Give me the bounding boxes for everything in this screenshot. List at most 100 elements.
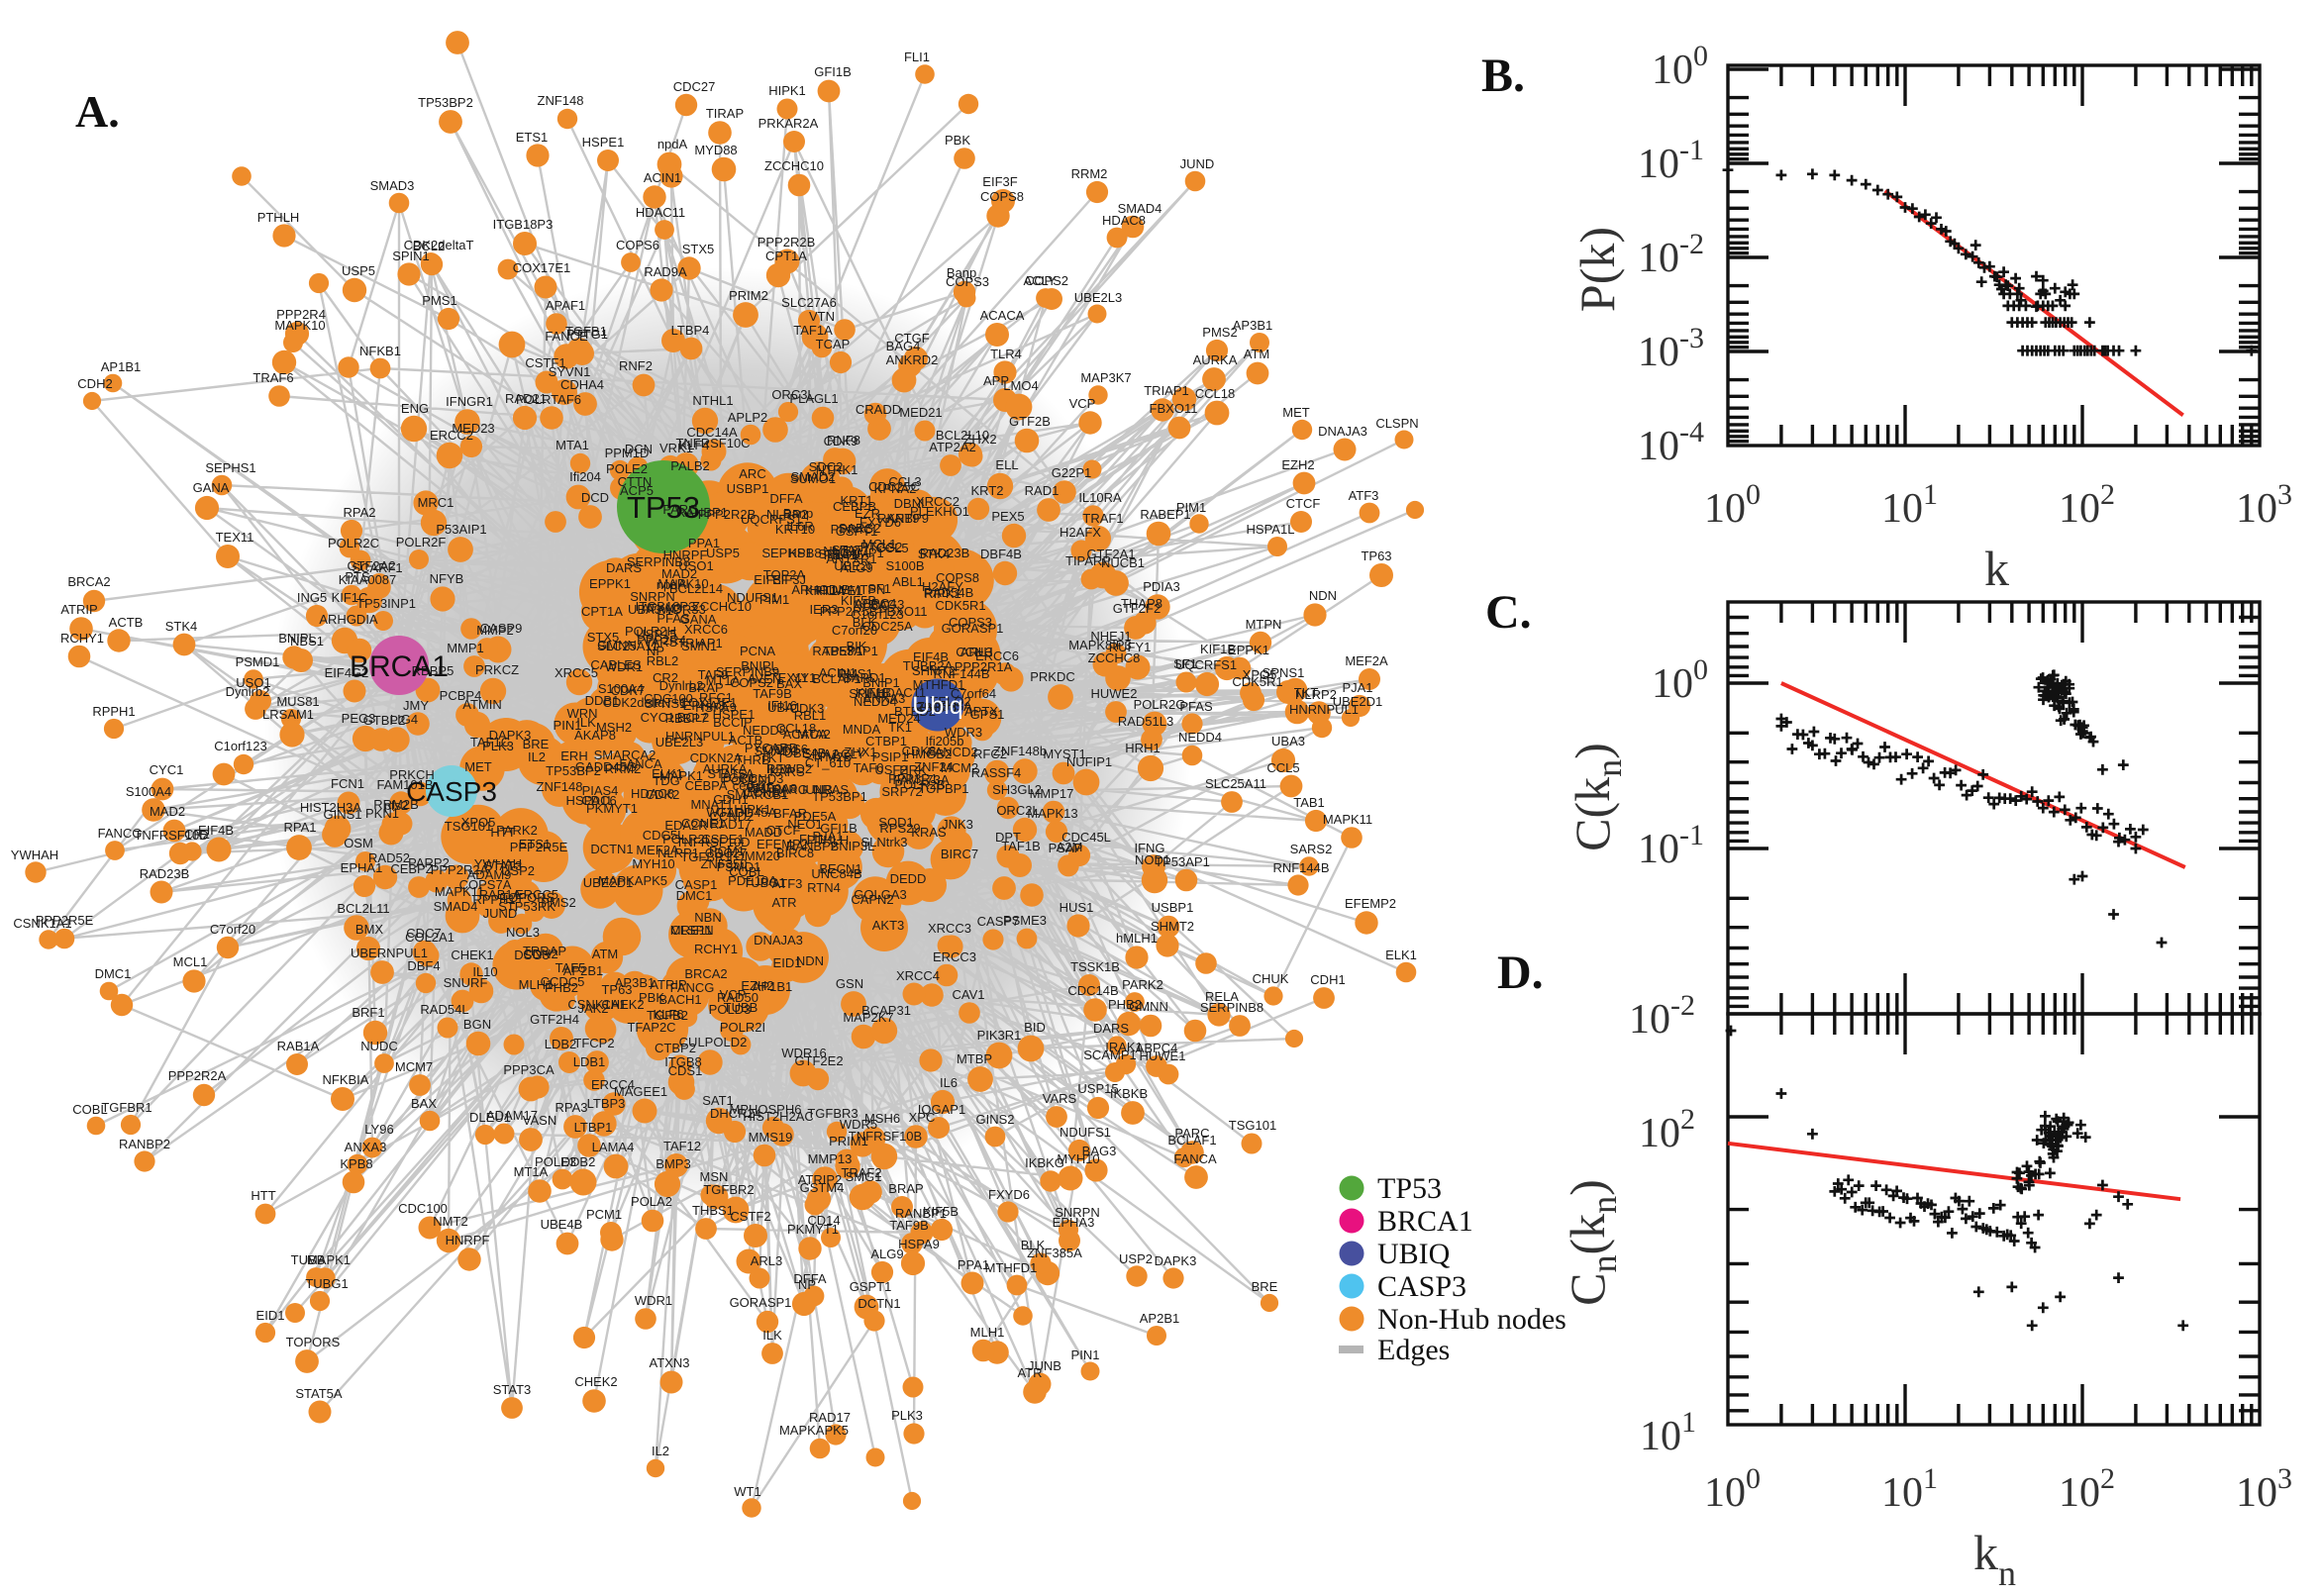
svg-text:HUS1: HUS1 xyxy=(1060,900,1094,915)
svg-text:SLC25A11: SLC25A11 xyxy=(1205,776,1266,791)
svg-text:MTHFD1: MTHFD1 xyxy=(913,677,965,692)
svg-text:PDE10A: PDE10A xyxy=(728,873,777,888)
svg-text:COPS3: COPS3 xyxy=(946,274,989,289)
svg-text:CDK2: CDK2 xyxy=(646,787,680,802)
svg-text:Banp: Banp xyxy=(783,506,813,521)
svg-text:DARS: DARS xyxy=(606,560,642,575)
svg-text:k: k xyxy=(1984,541,2009,596)
svg-text:ACACA: ACACA xyxy=(980,308,1025,323)
svg-text:PIM1: PIM1 xyxy=(759,592,789,607)
svg-text:BNIP3L: BNIP3L xyxy=(831,839,875,853)
svg-text:ZCCHC10: ZCCHC10 xyxy=(692,599,752,614)
svg-text:PRIM1: PRIM1 xyxy=(829,1134,868,1148)
svg-text:DHCR24: DHCR24 xyxy=(710,1106,761,1121)
svg-text:APAF1: APAF1 xyxy=(546,298,585,313)
svg-text:EIF4G2: EIF4G2 xyxy=(325,665,369,680)
svg-text:IFNGR1: IFNGR1 xyxy=(446,394,493,409)
svg-text:HTT: HTT xyxy=(251,1188,275,1203)
svg-text:KPB8: KPB8 xyxy=(340,1156,372,1171)
svg-text:NP: NP xyxy=(798,1277,816,1292)
svg-text:LDB2: LDB2 xyxy=(545,1037,577,1051)
svg-text:NDUFS1: NDUFS1 xyxy=(727,590,778,605)
svg-text:MAPK13: MAPK13 xyxy=(1027,806,1077,821)
svg-text:COPS7A: COPS7A xyxy=(459,877,512,892)
svg-text:ATM: ATM xyxy=(1244,347,1269,361)
svg-text:Dynlrb2: Dynlrb2 xyxy=(659,678,704,693)
svg-text:ERH: ERH xyxy=(560,748,587,763)
svg-text:RFWD2: RFWD2 xyxy=(766,761,812,776)
svg-text:USP2: USP2 xyxy=(501,863,535,878)
svg-text:BIK: BIK xyxy=(847,639,867,653)
svg-text:NEO1: NEO1 xyxy=(787,817,822,832)
svg-text:PCBP4: PCBP4 xyxy=(440,688,482,703)
svg-text:HRH1: HRH1 xyxy=(1125,741,1160,755)
svg-text:TRAF6: TRAF6 xyxy=(252,370,293,385)
svg-text:KRT9: KRT9 xyxy=(887,511,920,526)
svg-text:ANXA3: ANXA3 xyxy=(863,691,906,706)
svg-text:MAPK1: MAPK1 xyxy=(307,1252,351,1267)
svg-text:ADAM17: ADAM17 xyxy=(486,1108,538,1123)
svg-text:RAD17: RAD17 xyxy=(809,1410,851,1425)
svg-text:SOD1: SOD1 xyxy=(878,815,913,830)
svg-text:HSPE1: HSPE1 xyxy=(713,707,756,722)
svg-text:PARK2: PARK2 xyxy=(1122,977,1163,992)
svg-text:PPP4C: PPP4C xyxy=(831,522,873,537)
svg-text:Ifi205b: Ifi205b xyxy=(925,734,963,748)
svg-text:POLRTAF6: POLRTAF6 xyxy=(516,392,581,407)
svg-text:MAPK8IP3: MAPK8IP3 xyxy=(1068,638,1132,652)
svg-text:RANBP2: RANBP2 xyxy=(119,1137,170,1151)
svg-text:SYVN1: SYVN1 xyxy=(549,364,591,379)
svg-text:STAT3: STAT3 xyxy=(484,858,523,873)
svg-text:WDR33: WDR33 xyxy=(660,602,706,617)
svg-text:RUFY1: RUFY1 xyxy=(1109,640,1152,654)
svg-text:UBE4B: UBE4B xyxy=(784,746,827,760)
svg-text:YY1: YY1 xyxy=(792,670,817,685)
svg-text:XRCC4: XRCC4 xyxy=(896,968,940,983)
svg-text:STK4: STK4 xyxy=(918,547,951,561)
svg-text:SCAMP1: SCAMP1 xyxy=(831,546,883,560)
svg-text:MYST1: MYST1 xyxy=(1043,747,1085,761)
svg-text:ZHX1: ZHX1 xyxy=(844,745,876,759)
svg-text:TOMM20: TOMM20 xyxy=(727,848,780,863)
svg-text:BRCA2: BRCA2 xyxy=(684,966,727,981)
svg-text:USP15: USP15 xyxy=(1077,1081,1118,1096)
svg-text:KIF1C: KIF1C xyxy=(332,590,368,605)
svg-text:ACLY: ACLY xyxy=(1024,273,1057,288)
svg-text:NMT2: NMT2 xyxy=(433,1214,467,1229)
svg-text:SPNS1: SPNS1 xyxy=(645,696,687,711)
svg-text:TKT: TKT xyxy=(760,750,785,765)
svg-text:PSMD1: PSMD1 xyxy=(717,859,761,874)
svg-text:C(kn): C(kn) xyxy=(1565,743,1629,851)
svg-text:HSPE1: HSPE1 xyxy=(582,135,625,150)
svg-text:CR2: CR2 xyxy=(184,827,210,842)
svg-text:CDHA4: CDHA4 xyxy=(560,377,604,392)
svg-text:ABL1: ABL1 xyxy=(892,574,924,589)
svg-text:PMS2: PMS2 xyxy=(541,895,575,910)
svg-text:RAD23B: RAD23B xyxy=(140,866,190,881)
svg-text:hMLH1: hMLH1 xyxy=(1116,931,1158,946)
svg-text:MAGEE1: MAGEE1 xyxy=(614,1084,667,1099)
svg-text:RAD54B: RAD54B xyxy=(924,585,974,600)
svg-text:PPP2R5E: PPP2R5E xyxy=(510,840,568,854)
svg-text:TP53: TP53 xyxy=(627,490,700,525)
svg-text:TIPARP: TIPARP xyxy=(1065,553,1111,568)
svg-text:FANCA: FANCA xyxy=(619,756,662,771)
svg-text:BACH1: BACH1 xyxy=(658,992,701,1007)
svg-text:ELK1: ELK1 xyxy=(1385,948,1417,962)
svg-text:CDKN2A: CDKN2A xyxy=(690,750,743,765)
svg-text:DAPK3: DAPK3 xyxy=(489,728,532,743)
svg-text:CDH1: CDH1 xyxy=(713,792,748,807)
svg-text:BCL2L14: BCL2L14 xyxy=(669,581,723,596)
svg-text:PARP2: PARP2 xyxy=(408,855,450,870)
svg-text:SMAD2: SMAD2 xyxy=(791,469,836,484)
svg-text:CASP3: CASP3 xyxy=(1377,1270,1466,1303)
svg-text:MAPK1: MAPK1 xyxy=(659,768,703,783)
svg-text:MCM2: MCM2 xyxy=(941,760,978,775)
svg-text:PPP2R5B: PPP2R5B xyxy=(820,604,878,619)
svg-text:NOL3: NOL3 xyxy=(506,925,540,940)
svg-text:ITGB8: ITGB8 xyxy=(664,1054,702,1069)
svg-text:RNF144B: RNF144B xyxy=(933,666,989,681)
svg-text:USBP1: USBP1 xyxy=(1152,900,1194,915)
svg-text:AURKA: AURKA xyxy=(1193,352,1238,367)
svg-text:ARC: ARC xyxy=(739,466,765,481)
